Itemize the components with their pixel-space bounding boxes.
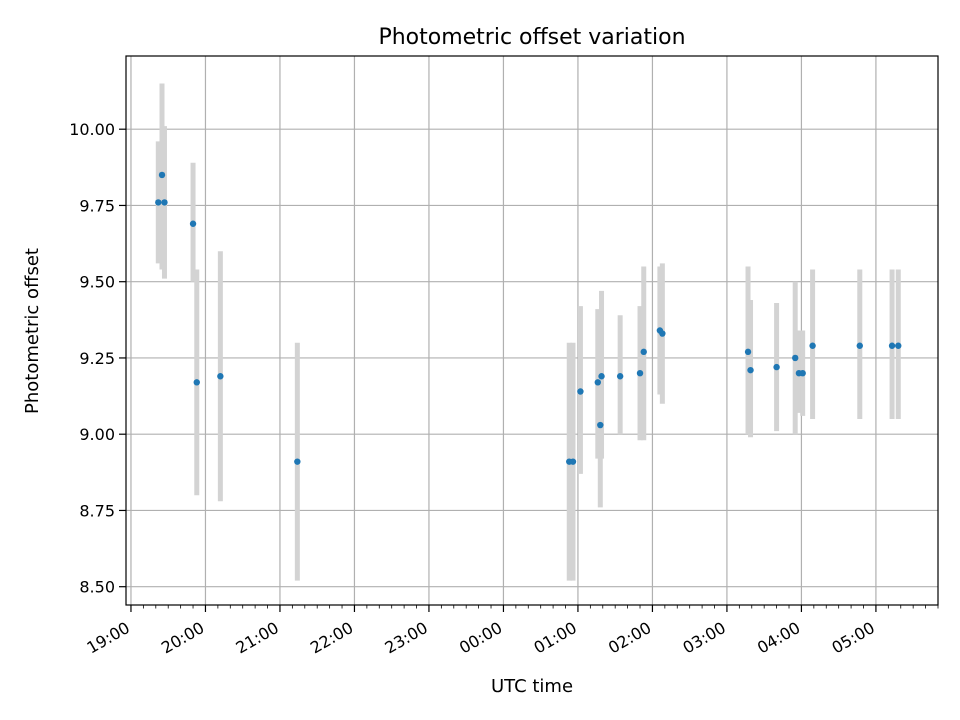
y-tick-label: 9.00 <box>79 425 115 444</box>
x-tick-label: 02:00 <box>605 618 654 658</box>
x-tick-label: 23:00 <box>382 618 431 658</box>
x-tick-label: 00:00 <box>456 618 505 658</box>
x-axis-ticks: 19:00 20:00 21:00 22:00 23:00 00:00 01:00 02:00… <box>84 605 939 658</box>
x-tick-label: 20:00 <box>158 618 207 658</box>
chart-title: Photometric offset variation <box>378 25 685 50</box>
data-point <box>217 373 224 380</box>
data-point <box>597 421 604 429</box>
x-tick-label: 05:00 <box>828 618 877 658</box>
x-tick-label: 04:00 <box>754 618 803 658</box>
x-tick-label: 03:00 <box>679 618 728 658</box>
data-point <box>856 342 863 349</box>
data-point <box>636 370 644 377</box>
y-tick-label: 8.50 <box>79 578 115 597</box>
data-point <box>747 366 754 374</box>
grid-lines <box>126 56 938 605</box>
data-point <box>189 220 197 227</box>
data-point <box>799 370 806 377</box>
y-tick-label: 10.00 <box>69 120 115 139</box>
data-point <box>193 379 200 386</box>
x-tick-label: 21:00 <box>233 618 282 658</box>
y-tick-label: 9.25 <box>79 349 115 368</box>
data-point <box>158 171 166 179</box>
y-tick-label: 9.75 <box>79 196 115 215</box>
data-point <box>569 458 577 465</box>
data-point <box>155 199 162 206</box>
data-point <box>616 373 624 380</box>
data-point <box>598 373 605 380</box>
data-point <box>888 342 896 349</box>
data-point <box>640 348 647 356</box>
y-axis-ticks: 8.50 8.75 9.00 9.25 9.50 9.75 10.00 <box>69 120 126 597</box>
data-point <box>792 354 799 362</box>
data-point <box>895 342 902 349</box>
data-point <box>594 379 602 386</box>
y-tick-label: 9.50 <box>79 273 115 292</box>
data-point <box>577 388 584 395</box>
x-tick-label: 22:00 <box>307 618 356 658</box>
x-axis-label: UTC time <box>491 676 573 697</box>
data-point <box>773 363 780 371</box>
data-points <box>155 171 902 465</box>
data-point <box>294 458 301 465</box>
data-point <box>161 199 168 206</box>
x-tick-label: 19:00 <box>84 618 133 658</box>
y-axis-label: Photometric offset <box>22 248 43 414</box>
plot-area-frame <box>125 55 939 606</box>
x-tick-label: 01:00 <box>531 618 580 658</box>
data-point <box>659 330 666 337</box>
error-bars <box>155 83 901 581</box>
y-tick-label: 8.75 <box>79 501 115 520</box>
data-point <box>809 342 816 349</box>
data-point <box>744 348 752 356</box>
